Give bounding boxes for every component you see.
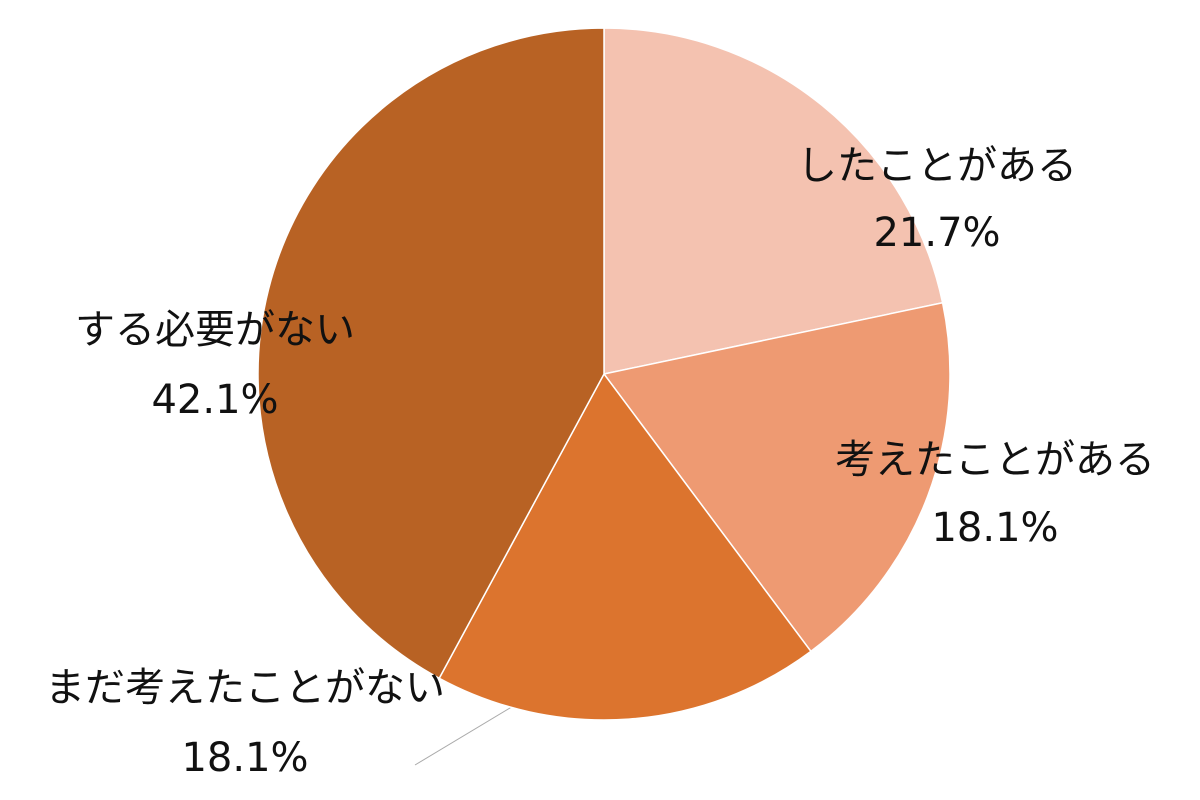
slice-label: したことがある <box>797 143 1077 189</box>
slice-label: まだ考えたことがない <box>45 665 445 711</box>
pie-slice <box>603 27 944 375</box>
slice-label: する必要がない <box>75 307 355 353</box>
slice-label: 考えたことがある <box>835 437 1155 483</box>
pie-slice <box>257 27 605 680</box>
slice-value: 42.1% <box>151 377 278 423</box>
slice-value: 18.1% <box>181 735 308 781</box>
slice-value: 18.1% <box>931 505 1058 551</box>
slice-value: 21.7% <box>873 210 1000 256</box>
pie-slice <box>438 372 812 721</box>
pie-slice <box>602 301 951 653</box>
